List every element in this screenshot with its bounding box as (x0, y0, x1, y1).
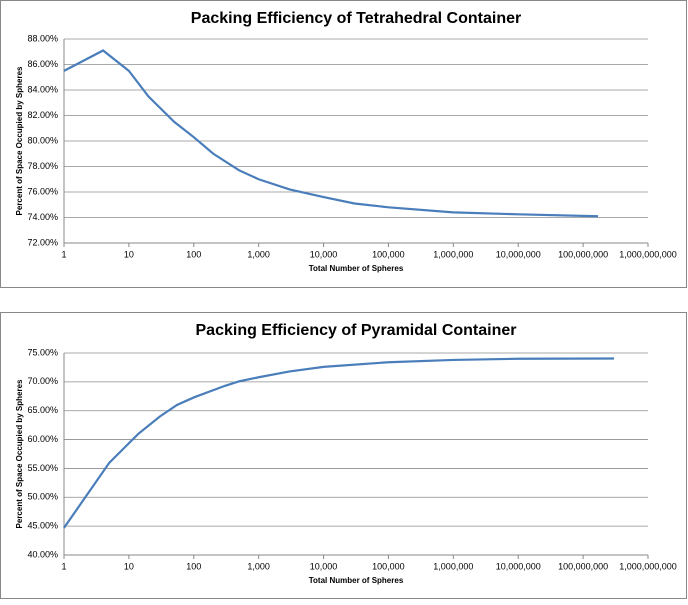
y-tick-label: 65.00% (27, 405, 58, 415)
y-axis-label: Percent of Space Occupied by Spheres (15, 379, 24, 528)
chart-frame (0, 0, 687, 288)
x-tick-label: 100,000 (372, 561, 405, 571)
x-tick-label: 1,000,000 (433, 249, 473, 259)
x-tick-label: 100,000,000 (558, 249, 608, 259)
x-tick-label: 10,000,000 (496, 249, 541, 259)
y-tick-label: 88.00% (27, 33, 58, 43)
y-tick-label: 78.00% (27, 161, 58, 171)
y-axis-label: Percent of Space Occupied by Spheres (15, 66, 24, 215)
x-tick-label: 1,000,000 (433, 561, 473, 571)
y-tick-label: 70.00% (27, 376, 58, 386)
x-tick-label: 100,000,000 (558, 561, 608, 571)
y-tick-label: 86.00% (27, 59, 58, 69)
x-tick-label: 10 (124, 561, 134, 571)
chart-title: Packing Efficiency of Tetrahedral Contai… (191, 10, 521, 27)
x-axis-label: Total Number of Spheres (309, 576, 404, 585)
x-axis-label: Total Number of Spheres (309, 264, 404, 273)
x-tick-label: 10 (124, 249, 134, 259)
y-tick-label: 74.00% (27, 212, 58, 222)
y-tick-label: 76.00% (27, 186, 58, 196)
y-tick-label: 50.00% (27, 492, 58, 502)
x-tick-label: 1,000 (247, 249, 270, 259)
x-tick-label: 1,000,000,000 (619, 561, 677, 571)
chart-title: Packing Efficiency of Pyramidal Containe… (196, 322, 517, 339)
y-tick-label: 75.00% (27, 347, 58, 357)
line (63, 49, 599, 218)
x-tick-label: 10,000 (310, 561, 338, 571)
line (63, 357, 615, 529)
x-tick-label: 10,000 (310, 249, 338, 259)
x-tick-label: 1 (61, 561, 66, 571)
x-tick-label: 100 (186, 561, 201, 571)
x-tick-label: 1,000 (247, 561, 270, 571)
x-tick-label: 1,000,000,000 (619, 249, 677, 259)
x-tick-label: 100,000 (372, 249, 405, 259)
y-tick-label: 72.00% (27, 237, 58, 247)
y-tick-label: 40.00% (27, 549, 58, 559)
x-tick-label: 10,000,000 (496, 561, 541, 571)
x-tick-label: 100 (186, 249, 201, 259)
y-tick-label: 82.00% (27, 110, 58, 120)
y-tick-label: 80.00% (27, 135, 58, 145)
x-tick-label: 1 (61, 249, 66, 259)
y-tick-label: 45.00% (27, 521, 58, 531)
y-tick-label: 84.00% (27, 84, 58, 94)
y-tick-label: 60.00% (27, 434, 58, 444)
chart-frame (0, 312, 687, 599)
y-tick-label: 55.00% (27, 463, 58, 473)
